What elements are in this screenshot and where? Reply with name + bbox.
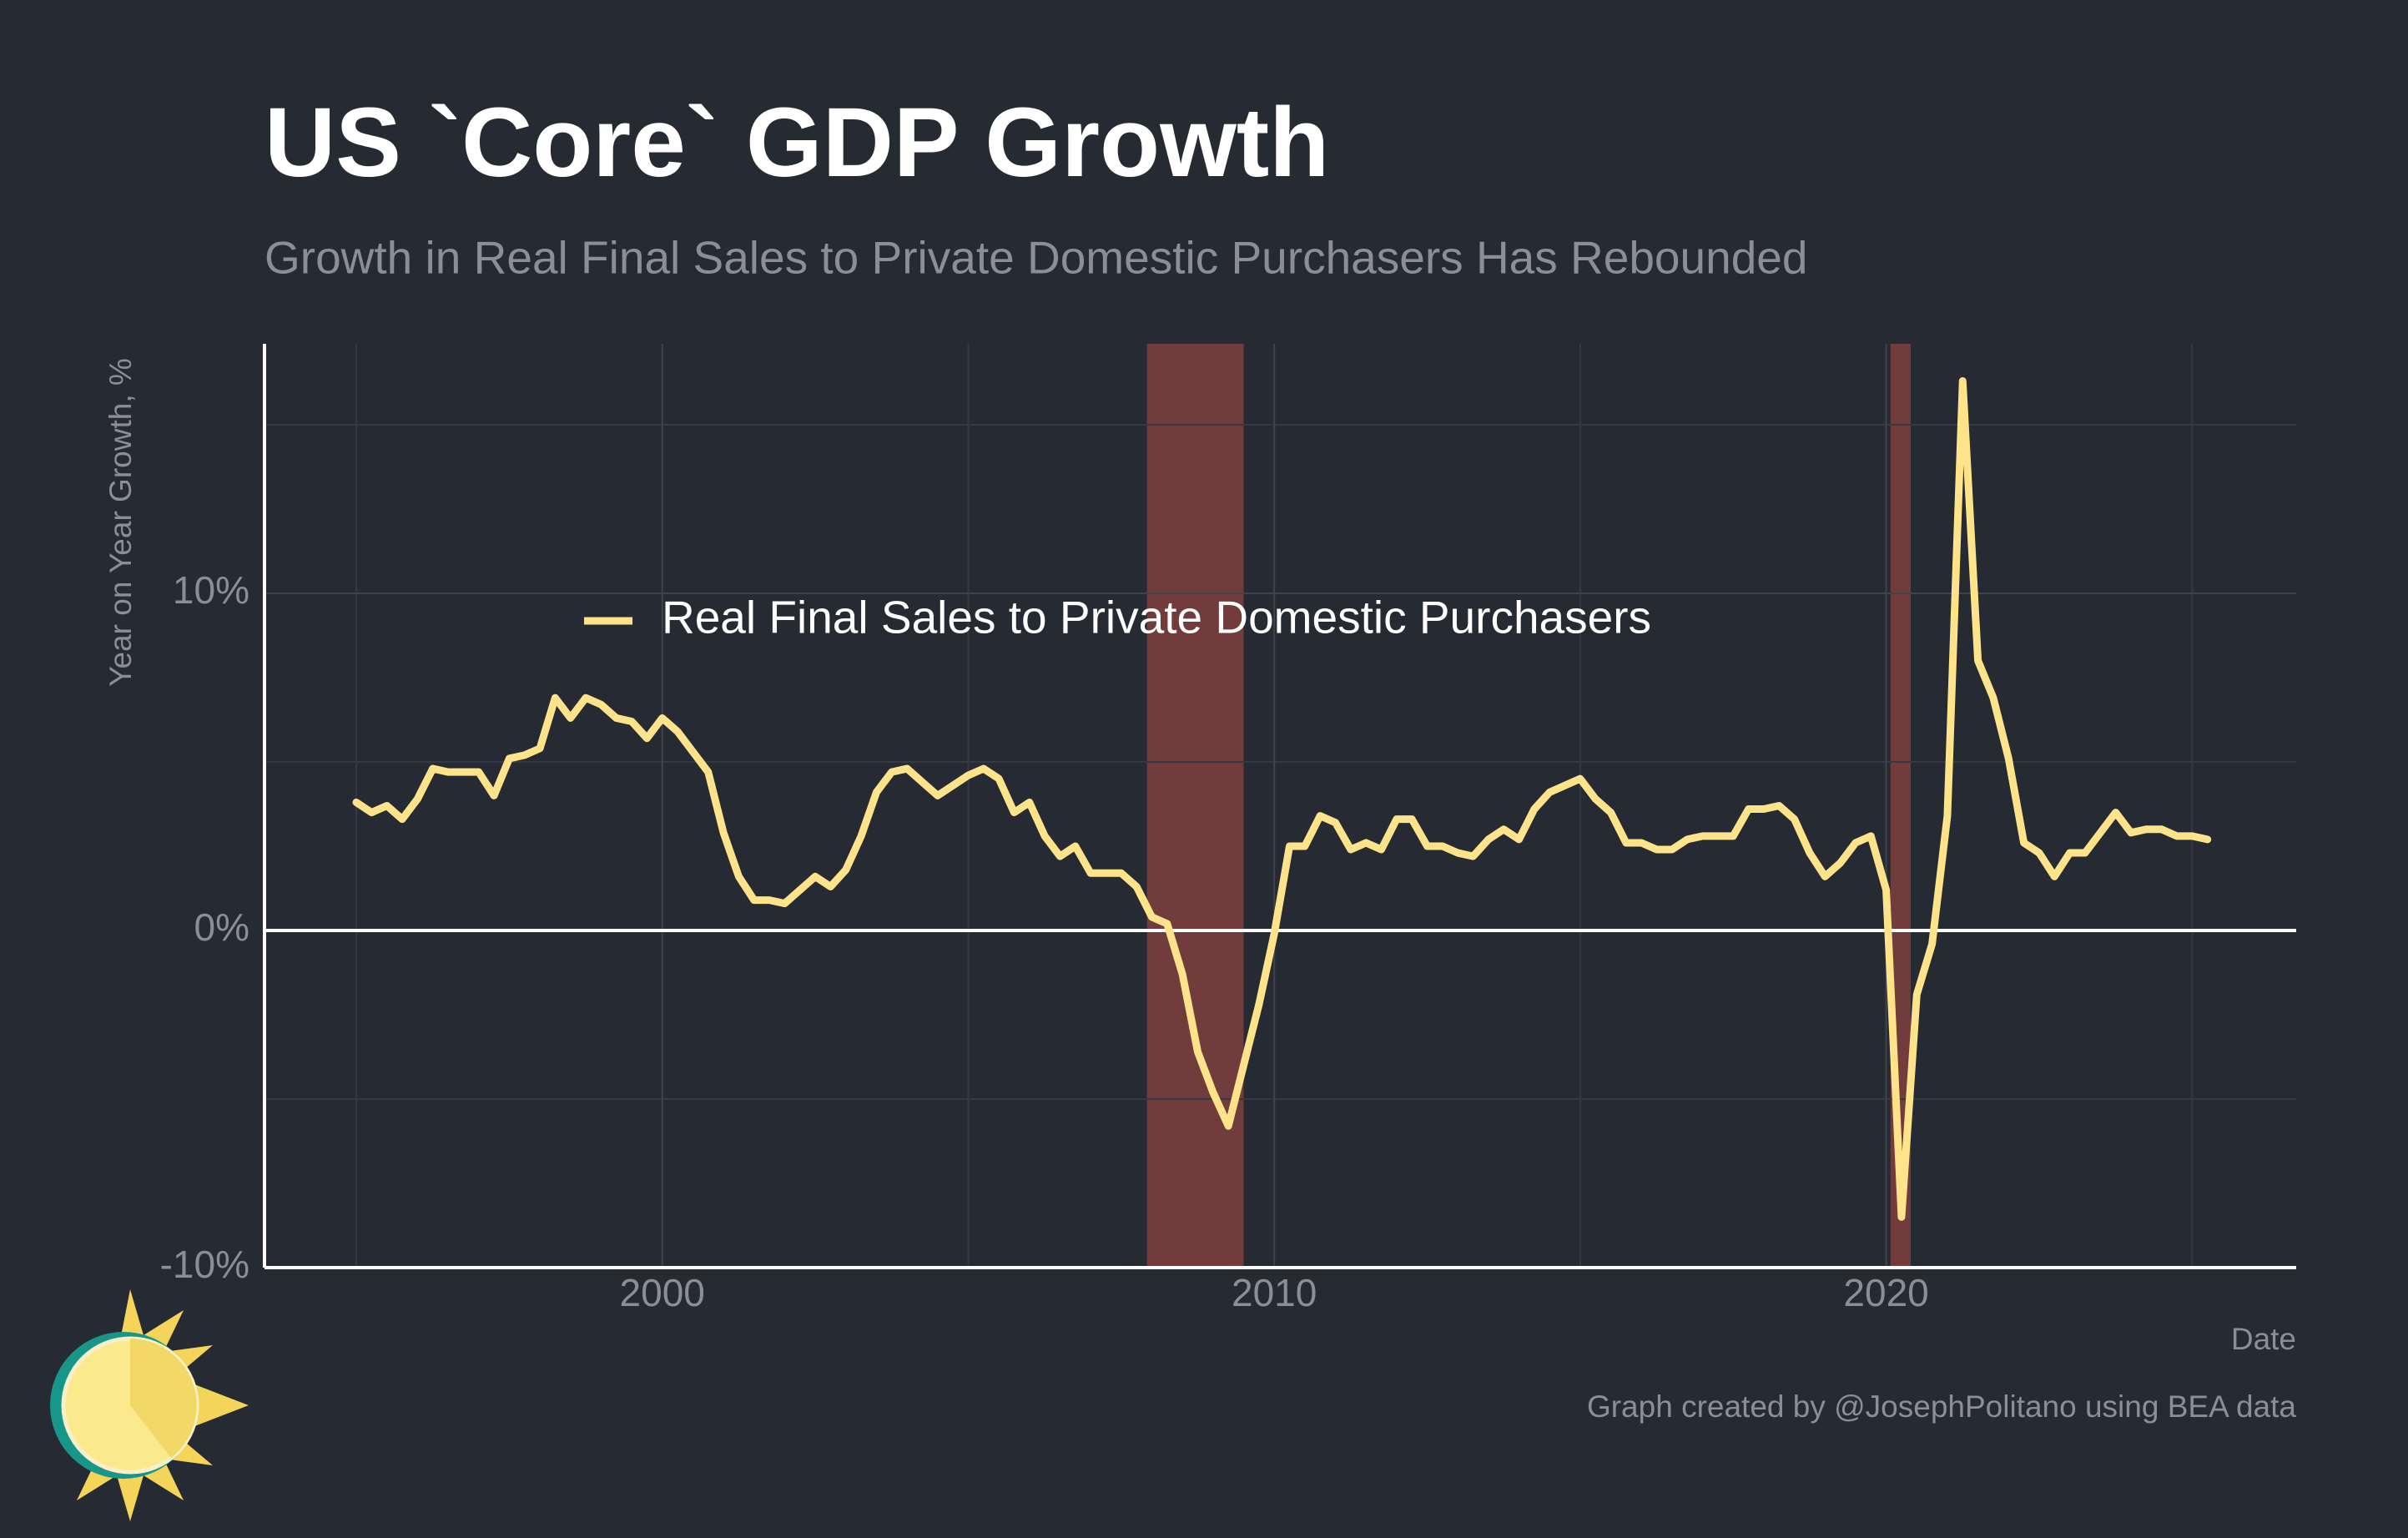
legend-label: Real Final Sales to Private Domestic Pur…: [662, 592, 1651, 643]
chart-subtitle: Growth in Real Final Sales to Private Do…: [264, 232, 1807, 284]
logo: [50, 1289, 249, 1521]
y-tick-label: 0%: [194, 905, 249, 949]
recession-band: [1146, 344, 1244, 1268]
y-axis-title: Year on Year Growth, %: [103, 358, 138, 687]
x-tick-label: 2000: [620, 1271, 705, 1314]
x-tick-label: 2020: [1843, 1271, 1928, 1314]
chart-title: US `Core` GDP Growth: [264, 88, 1329, 198]
y-tick-label: -10%: [160, 1243, 249, 1286]
credit: Graph created by @JosephPolitano using B…: [1587, 1389, 2296, 1424]
data-line: [352, 376, 2212, 1221]
y-tick-label: 10%: [173, 568, 249, 612]
x-axis-title: Date: [2231, 1322, 2296, 1356]
x-tick-label: 2010: [1232, 1271, 1317, 1314]
